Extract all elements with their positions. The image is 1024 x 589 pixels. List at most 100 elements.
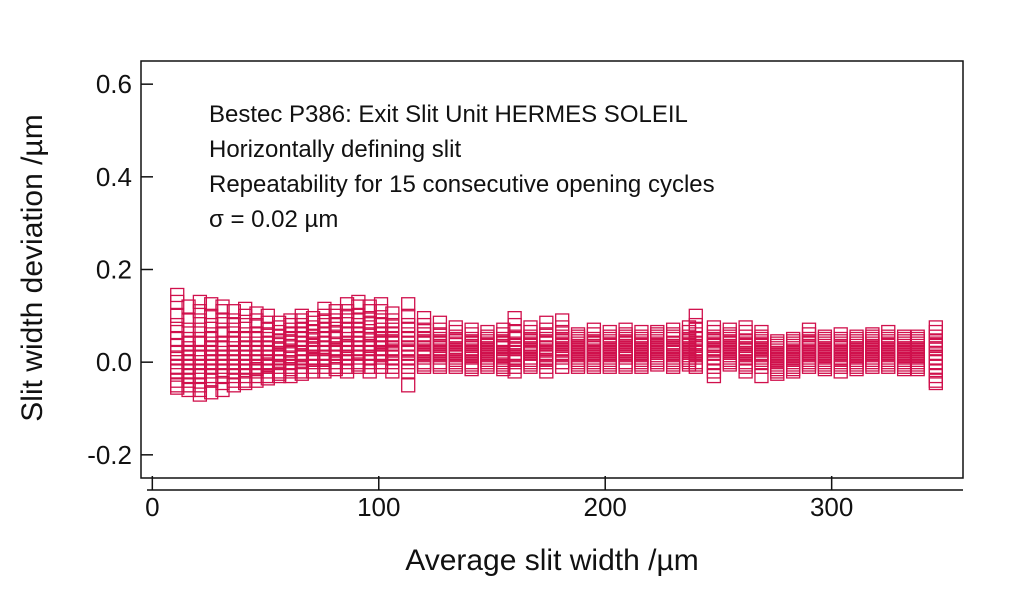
data-point bbox=[401, 359, 416, 374]
data-point bbox=[910, 361, 925, 377]
annotation-line-2: Horizontally defining slit bbox=[209, 136, 461, 163]
data-point bbox=[249, 373, 264, 388]
annotation-line-1: Bestec P386: Exit Slit Unit HERMES SOLEI… bbox=[209, 101, 688, 128]
data-point bbox=[181, 299, 196, 314]
y-tick-label: 0.2 bbox=[96, 255, 132, 285]
data-point bbox=[215, 327, 230, 342]
data-point bbox=[618, 359, 633, 374]
data-point bbox=[634, 359, 649, 374]
data-point bbox=[192, 336, 208, 351]
data-point bbox=[928, 359, 943, 374]
data-point bbox=[928, 375, 943, 391]
data-point bbox=[738, 364, 753, 379]
data-point bbox=[204, 317, 219, 333]
y-tick-label: 0.0 bbox=[96, 347, 132, 377]
annotation-line-3: Repeatability for 15 consecutive opening… bbox=[209, 171, 715, 198]
data-point bbox=[215, 304, 230, 319]
data-point bbox=[928, 320, 943, 335]
data-point bbox=[650, 357, 665, 372]
y-axis-label: Slit width deviation /µm bbox=[16, 114, 49, 421]
data-point bbox=[448, 359, 463, 374]
data-point bbox=[722, 357, 737, 372]
x-axis-ticks: 0 100 200 300 bbox=[145, 476, 963, 522]
data-point bbox=[507, 364, 522, 379]
data-point bbox=[833, 364, 848, 379]
y-axis-ticks: -0.2 0.0 0.2 0.4 0.6 bbox=[87, 69, 153, 470]
data-point bbox=[181, 322, 196, 337]
data-point bbox=[602, 359, 617, 374]
data-point bbox=[738, 320, 753, 335]
data-point bbox=[170, 294, 185, 310]
data-point bbox=[665, 359, 681, 374]
data-point bbox=[204, 373, 219, 388]
data-point bbox=[226, 322, 241, 337]
data-point bbox=[817, 361, 833, 377]
data-point bbox=[238, 317, 253, 333]
data-point bbox=[570, 359, 586, 374]
data-point bbox=[464, 361, 479, 377]
data-point bbox=[283, 368, 298, 384]
x-tick-label: 0 bbox=[145, 492, 159, 522]
data-point bbox=[401, 378, 416, 393]
x-tick-label: 300 bbox=[810, 492, 853, 522]
y-tick-label: 0.4 bbox=[96, 162, 132, 192]
data-point bbox=[881, 359, 896, 374]
data-point bbox=[401, 327, 416, 342]
data-point bbox=[401, 364, 416, 379]
data-point bbox=[706, 364, 722, 379]
data-point bbox=[770, 366, 785, 381]
data-point bbox=[555, 359, 570, 374]
data-point bbox=[928, 355, 943, 370]
data-point bbox=[351, 299, 366, 314]
data-point bbox=[339, 313, 355, 328]
x-tick-label: 100 bbox=[357, 492, 400, 522]
data-markers bbox=[170, 287, 943, 402]
data-point bbox=[192, 294, 208, 310]
data-point bbox=[706, 368, 722, 384]
data-point bbox=[249, 317, 264, 333]
data-point bbox=[401, 317, 416, 333]
data-point bbox=[706, 359, 722, 374]
y-tick-label: 0.6 bbox=[96, 69, 132, 99]
data-point bbox=[181, 313, 196, 328]
data-point bbox=[401, 322, 416, 337]
data-point bbox=[305, 364, 321, 379]
data-point bbox=[226, 378, 241, 393]
data-point bbox=[523, 359, 538, 374]
data-point bbox=[351, 359, 366, 374]
annotation-line-4: σ = 0.02 µm bbox=[209, 206, 338, 233]
data-point bbox=[204, 385, 219, 400]
x-axis-label: Average slit width /µm bbox=[405, 544, 699, 577]
data-point bbox=[192, 322, 208, 337]
data-point bbox=[688, 359, 703, 374]
data-point bbox=[786, 364, 801, 379]
data-point bbox=[192, 368, 208, 384]
data-point bbox=[865, 359, 880, 374]
data-point bbox=[226, 304, 241, 319]
y-tick-label: -0.2 bbox=[87, 440, 132, 470]
data-point bbox=[362, 364, 377, 379]
data-point bbox=[170, 364, 185, 379]
data-point bbox=[317, 364, 332, 379]
data-point bbox=[215, 313, 230, 328]
data-point bbox=[401, 297, 416, 312]
data-point bbox=[539, 364, 554, 379]
data-point bbox=[192, 313, 208, 328]
data-point bbox=[849, 361, 864, 377]
data-point bbox=[192, 387, 208, 402]
data-point bbox=[385, 364, 400, 379]
x-tick-label: 200 bbox=[584, 492, 627, 522]
data-point bbox=[688, 308, 703, 323]
data-point bbox=[215, 382, 230, 398]
data-point bbox=[801, 359, 817, 374]
data-point bbox=[586, 359, 602, 374]
data-point bbox=[754, 359, 769, 374]
data-point bbox=[373, 359, 389, 374]
data-point bbox=[238, 308, 253, 323]
data-point bbox=[181, 382, 196, 398]
data-point bbox=[480, 359, 495, 374]
data-point bbox=[170, 308, 185, 323]
data-point bbox=[204, 308, 219, 323]
data-point bbox=[373, 304, 389, 319]
